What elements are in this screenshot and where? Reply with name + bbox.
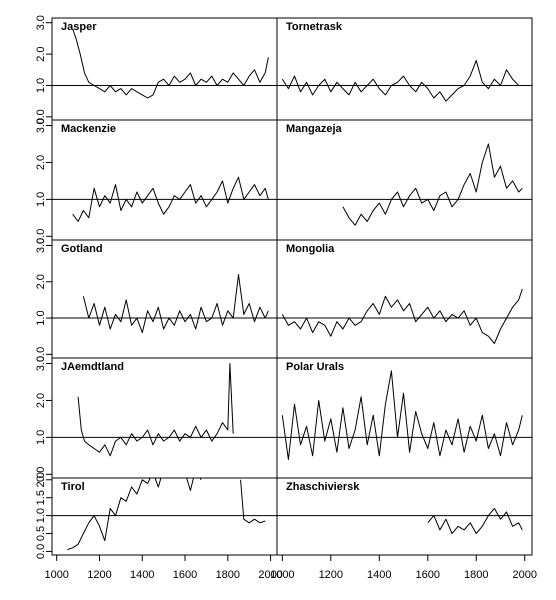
panel-title: Tirol — [61, 481, 85, 493]
panel-frame — [276, 357, 533, 479]
panel-frame — [51, 17, 278, 121]
x-tick-label: 1400 — [367, 569, 391, 581]
series-line — [72, 176, 269, 222]
plot-area — [52, 363, 277, 457]
y-tick-label: 3.0 — [35, 15, 47, 30]
y-tick-label: 2.0 — [35, 46, 47, 61]
plot-area — [52, 176, 277, 222]
x-tick-label: 1000 — [44, 569, 68, 581]
panel: Tirol 0.0 0.5 1.0 1.5 2.0 1000 1200 1400 1600 1800… — [35, 472, 283, 581]
panel: Polar Urals — [276, 357, 533, 479]
series-line — [427, 507, 523, 534]
panel-frame — [51, 357, 278, 479]
y-tick-label: 1.0 — [35, 78, 47, 93]
plot-area — [277, 507, 532, 534]
panel-title: Jasper — [61, 21, 97, 33]
y-tick-label: 0.0 — [35, 229, 47, 244]
x-tick-label: 1600 — [173, 569, 197, 581]
panel-title: Mackenzie — [61, 123, 116, 135]
y-tick-label: 1.0 — [35, 192, 47, 207]
x-tick-label: 1600 — [416, 569, 440, 581]
panel: JAemdtland 0.0 1.0 2.0 3.0 — [35, 356, 278, 482]
panel-title: Polar Urals — [286, 361, 344, 373]
plot-area — [277, 143, 532, 226]
y-tick-label: 2.0 — [35, 472, 47, 487]
y-tick-label: 0.5 — [35, 526, 47, 541]
y-tick-label: 0.0 — [35, 467, 47, 482]
panel: Tornetrask — [276, 17, 533, 121]
y-tick-label: 0.0 — [35, 109, 47, 124]
y-tick-label: 0.0 — [35, 347, 47, 362]
x-tick-label: 1200 — [87, 569, 111, 581]
panel-title: JAemdtland — [61, 361, 124, 373]
panel-frame — [51, 119, 278, 241]
y-tick-label: 1.0 — [35, 310, 47, 325]
panel: Mackenzie 0.0 1.0 2.0 3.0 — [35, 118, 278, 244]
panel: Mongolia — [276, 239, 533, 359]
panel-frame — [276, 17, 533, 121]
x-tick-label: 1800 — [464, 569, 488, 581]
panel: Zhaschiviersk 1000 1200 1400 1600 1800 2000 — [270, 477, 537, 581]
panel: Mangazeja — [276, 119, 533, 241]
panel-title: Zhaschiviersk — [286, 481, 360, 493]
x-tick-label: 1200 — [319, 569, 343, 581]
panel-title: Gotland — [61, 243, 103, 255]
panel: Jasper 0.0 1.0 2.0 3.0 — [35, 15, 278, 125]
series-line — [67, 478, 266, 551]
series-line — [281, 288, 523, 344]
plot-area — [277, 370, 532, 460]
panel: Gotland 0.0 1.0 2.0 3.0 — [35, 238, 278, 362]
x-tick-label: 2000 — [258, 569, 282, 581]
panel-frame — [276, 477, 533, 556]
y-tick-label: 2.0 — [35, 274, 47, 289]
panel-frame — [276, 239, 533, 359]
y-tick-label: 1.0 — [35, 430, 47, 445]
y-tick-label: 0.0 — [35, 544, 47, 559]
series-line — [72, 28, 269, 99]
y-tick-label: 3.0 — [35, 356, 47, 371]
y-tick-label: 3.0 — [35, 238, 47, 253]
y-tick-label: 3.0 — [35, 118, 47, 133]
x-tick-label: 1000 — [270, 569, 294, 581]
series-line — [77, 363, 234, 457]
x-tick-label: 1400 — [130, 569, 154, 581]
series-line — [342, 143, 523, 226]
plot-area — [277, 59, 532, 102]
x-tick-label: 1800 — [216, 569, 240, 581]
panel-frame — [51, 239, 278, 359]
panel-title: Mangazeja — [286, 123, 343, 135]
series-line — [281, 370, 523, 460]
plot-area — [52, 28, 277, 99]
y-tick-label: 1.0 — [35, 508, 47, 523]
panel-title: Tornetrask — [286, 21, 343, 33]
x-tick-label: 2000 — [512, 569, 536, 581]
plot-area — [277, 288, 532, 344]
y-tick-label: 1.5 — [35, 490, 47, 505]
series-line — [82, 274, 269, 334]
y-tick-label: 2.0 — [35, 155, 47, 170]
panel-title: Mongolia — [286, 243, 335, 255]
y-tick-label: 2.0 — [35, 393, 47, 408]
plot-area — [52, 274, 277, 334]
series-line — [281, 59, 520, 102]
plot-area — [52, 478, 277, 551]
panel-frame — [276, 119, 533, 241]
